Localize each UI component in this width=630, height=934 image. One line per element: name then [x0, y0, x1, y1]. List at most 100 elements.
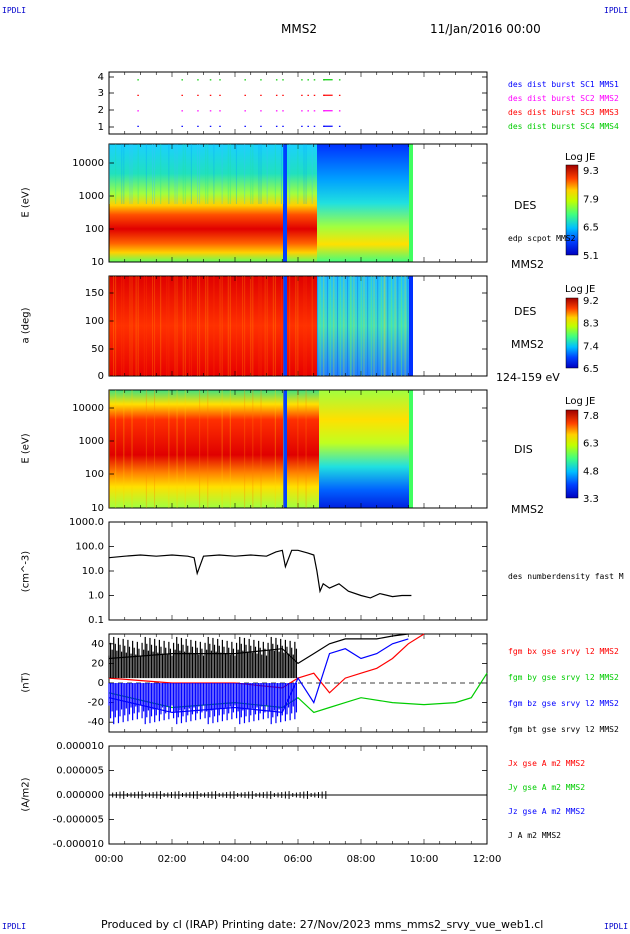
dis-energy-streak — [274, 390, 276, 508]
bfield-ytick-label: 40 — [91, 639, 104, 650]
des-pitch-streak — [305, 276, 307, 376]
density-legend-entry: des numberdensity fast M — [508, 572, 624, 581]
des-pitch-streak — [297, 276, 299, 376]
dis-energy-streak — [131, 390, 133, 508]
des-energy-streak — [184, 144, 186, 204]
des-energy-colorbar-title: Log JE — [565, 152, 596, 163]
dis-energy-streak — [221, 390, 223, 508]
dis-energy-streak — [297, 390, 299, 508]
dis-energy-streak — [305, 390, 307, 508]
des-pitch-streak — [326, 276, 328, 376]
des-pitch-streak — [188, 276, 190, 376]
dis-energy-streak — [154, 390, 156, 508]
time-tick-label: 06:00 — [284, 854, 313, 865]
des-pitch-streak — [264, 276, 266, 376]
des-energy-streak — [160, 144, 162, 204]
des-energy-ytick-label: 10 — [91, 257, 104, 268]
des-energy-ytick-label: 10000 — [72, 158, 104, 169]
burst-mark — [209, 94, 212, 96]
des-energy-streak — [280, 144, 282, 204]
des-energy-streak — [221, 144, 223, 204]
des-energy-streak — [297, 144, 299, 204]
des-energy-streak — [137, 144, 139, 204]
des-pitch-ytick-label: 50 — [91, 344, 104, 355]
time-tick-label: 08:00 — [347, 854, 376, 865]
des-energy-sublabel: edp scpot MMS2 — [508, 234, 576, 243]
des-pitch-streak — [145, 276, 147, 376]
dis-energy-colorbar-tick: 6.3 — [583, 439, 599, 450]
density-ytick-label: 10.0 — [82, 566, 104, 577]
burst-mark — [282, 110, 284, 112]
des-pitch-edge-stripe — [409, 276, 413, 376]
burst-mark — [338, 79, 341, 81]
des-pitch-streak — [289, 276, 291, 376]
des-energy-streak — [235, 144, 237, 204]
dis-energy-streak — [229, 390, 231, 508]
des-pitch-panel — [108, 275, 488, 377]
des-pitch-streak — [363, 276, 365, 376]
des-energy-streak — [213, 144, 215, 204]
des-energy-streak — [151, 144, 153, 204]
current-legend-entry: Jx gse A m2 MMS2 — [508, 759, 585, 768]
des-pitch-streak — [316, 276, 318, 376]
current-legend-entry: Jz gse A m2 MMS2 — [508, 807, 585, 816]
burst-mark — [301, 94, 303, 96]
des-pitch-streak — [303, 276, 305, 376]
des-energy-streak — [260, 144, 262, 204]
burst-mark — [307, 125, 309, 127]
dis-energy-streak — [252, 390, 254, 508]
footer-credit: Produced by cl (IRAP) Printing date: 27/… — [101, 918, 544, 931]
current-ytick-label: 0.000000 — [56, 790, 104, 801]
density-line — [108, 549, 412, 599]
des-pitch-colorbar-tick: 9.2 — [583, 296, 599, 307]
des-pitch-colorbar-tick: 6.5 — [583, 364, 599, 375]
des-pitch-streak — [280, 276, 282, 376]
burst-mark — [219, 125, 221, 127]
time-tick-label: 10:00 — [410, 854, 439, 865]
des-pitch-streak — [121, 276, 123, 376]
bfield-legend-entry: fgm bx gse srvy l2 MMS2 — [508, 647, 619, 656]
burst-legend-entry: des dist burst SC2 MMS2 — [508, 94, 619, 103]
time-tick-label: 04:00 — [221, 854, 250, 865]
density-frame — [108, 521, 488, 621]
des-energy-ylabel: E (eV) — [20, 187, 32, 218]
plot-date: 11/Jan/2016 00:00 — [430, 22, 541, 36]
burst-mark — [301, 125, 303, 127]
dis-energy-streak — [207, 390, 209, 508]
dis-energy-colorbar-tick: 7.8 — [583, 411, 599, 422]
des-pitch-streak — [394, 276, 396, 376]
dis-energy-streak — [176, 390, 178, 508]
des-pitch-streak — [252, 276, 254, 376]
des-pitch-streak — [205, 276, 207, 376]
burst-mark — [244, 94, 246, 96]
des-pitch-streak — [319, 276, 321, 376]
des-pitch-streak — [213, 276, 215, 376]
dis-energy-edge-stripe — [409, 390, 413, 508]
dis-energy-streak — [109, 390, 110, 508]
burst-mark — [282, 94, 284, 96]
des-pitch-outer-region — [317, 276, 409, 376]
des-energy-streak — [207, 144, 209, 204]
current-legend-entry: Jy gse A m2 MMS2 — [508, 783, 585, 792]
burst-mark — [244, 79, 246, 81]
des-pitch-streak — [109, 276, 110, 376]
burst-mark — [209, 110, 212, 112]
des-pitch-streak — [367, 276, 369, 376]
current-ytick-label: 0.000005 — [56, 766, 104, 777]
burst-frame — [108, 71, 488, 135]
burst-panel — [108, 71, 488, 135]
des-pitch-streak — [311, 276, 313, 376]
dis-energy-ytick-label: 10 — [91, 503, 104, 514]
des-pitch-streak — [266, 276, 268, 376]
des-pitch-streak — [274, 276, 276, 376]
des-energy-streak — [229, 144, 231, 204]
des-energy-streak — [154, 144, 156, 204]
des-pitch-streak — [387, 276, 389, 376]
des-pitch-streak — [219, 276, 221, 376]
dis-energy-streak — [184, 390, 186, 508]
des-energy-streak — [168, 144, 170, 204]
des-energy-bottom-label: MMS2 — [511, 258, 544, 271]
burst-mark — [338, 125, 341, 127]
dis-energy-gap-stripe — [283, 390, 287, 508]
dis-energy-ytick-label: 1000 — [79, 436, 104, 447]
